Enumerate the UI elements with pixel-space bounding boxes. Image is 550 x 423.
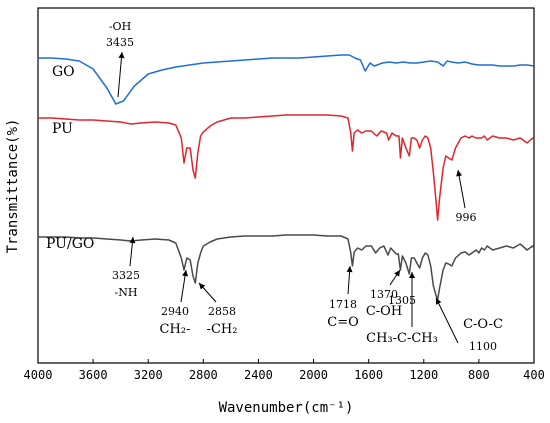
y-axis-title: Transmittance(%) <box>5 119 21 254</box>
x-tick-label-3: 2800 <box>189 368 218 382</box>
plot-frame <box>37 7 535 364</box>
annotation-arrow-1 <box>457 169 466 209</box>
annotation-7: 1305 CH₃-C-CH₃ <box>366 272 438 346</box>
peak-annotations: -OH 3435 996 3325 -NH 2940 CH₂- 2858 -CH₂ 1718 C=O… <box>106 20 503 353</box>
annotation-text-2-0: 3325 <box>112 269 140 282</box>
annotation-text-1-0: 996 <box>456 211 477 224</box>
annotation-arrowhead-4 <box>199 283 206 290</box>
annotation-arrowhead-1 <box>456 170 463 177</box>
annotation-text-8-1: 1100 <box>469 340 497 353</box>
series-label-0: GO <box>52 64 75 80</box>
annotation-8: C-O-C 1100 <box>435 297 503 353</box>
annotation-text-6-0: 1370 <box>370 288 398 301</box>
annotation-arrow-8 <box>435 297 459 344</box>
annotation-0: -OH 3435 <box>106 20 134 98</box>
annotation-text-0-1: 3435 <box>106 36 134 49</box>
annotation-arrowhead-2 <box>129 237 136 244</box>
x-tick-label-7: 1200 <box>409 368 438 382</box>
annotation-text-6-1: C-OH <box>366 304 402 319</box>
series-line-go <box>38 54 535 105</box>
annotation-6: 1370 C-OH <box>366 269 402 319</box>
x-tick-label-1: 3600 <box>79 368 108 382</box>
series-label-1: PU <box>52 121 73 137</box>
annotation-text-4-1: -CH₂ <box>207 322 238 337</box>
annotation-arrowhead-7 <box>409 272 415 278</box>
annotation-4: 2858 -CH₂ <box>198 282 238 337</box>
x-tick-label-8: 800 <box>468 368 490 382</box>
x-tick-label-5: 2000 <box>299 368 328 382</box>
annotation-arrowhead-3 <box>182 270 189 277</box>
annotation-arrow-0 <box>117 51 123 98</box>
annotation-text-5-1: C=O <box>327 315 359 330</box>
series-labels: GO PU PU/GO <box>46 64 94 252</box>
annotation-arrowhead-5 <box>346 266 353 273</box>
annotation-3: 2940 CH₂- <box>160 269 191 337</box>
annotation-text-0-0: -OH <box>109 20 131 33</box>
annotation-arrowhead-0 <box>118 52 125 59</box>
annotation-2: 3325 -NH <box>112 236 140 299</box>
x-tick-label-2: 3200 <box>134 368 163 382</box>
annotation-1: 996 <box>456 169 477 224</box>
annotation-text-8-0: C-O-C <box>463 317 503 332</box>
series-lines <box>38 54 535 301</box>
annotation-arrowhead-8 <box>435 298 442 305</box>
annotation-5: 1718 C=O <box>327 265 359 330</box>
annotation-text-3-1: CH₂- <box>160 322 191 337</box>
annotation-text-7-0: 1305 <box>388 294 416 307</box>
annotation-text-3-0: 2940 <box>161 305 189 318</box>
x-tick-label-9: 400 <box>523 368 545 382</box>
annotation-text-4-0: 2858 <box>208 305 236 318</box>
x-tick-label-0: 4000 <box>24 368 53 382</box>
series-line-pugo <box>38 234 535 301</box>
annotation-arrowhead-6 <box>394 270 400 277</box>
annotation-text-5-0: 1718 <box>329 298 357 311</box>
x-axis-title: Wavenumber(cm⁻¹) <box>219 400 354 416</box>
annotation-text-2-1: -NH <box>115 286 138 299</box>
x-axis-ticks: 4000 3600 3200 2800 2400 2000 1600 1200 800 400 <box>24 359 545 382</box>
series-label-2: PU/GO <box>46 236 94 252</box>
annotation-text-7-1: CH₃-C-CH₃ <box>366 331 438 346</box>
x-tick-label-6: 1600 <box>354 368 383 382</box>
series-line-pu <box>38 114 535 221</box>
x-tick-label-4: 2400 <box>244 368 273 382</box>
